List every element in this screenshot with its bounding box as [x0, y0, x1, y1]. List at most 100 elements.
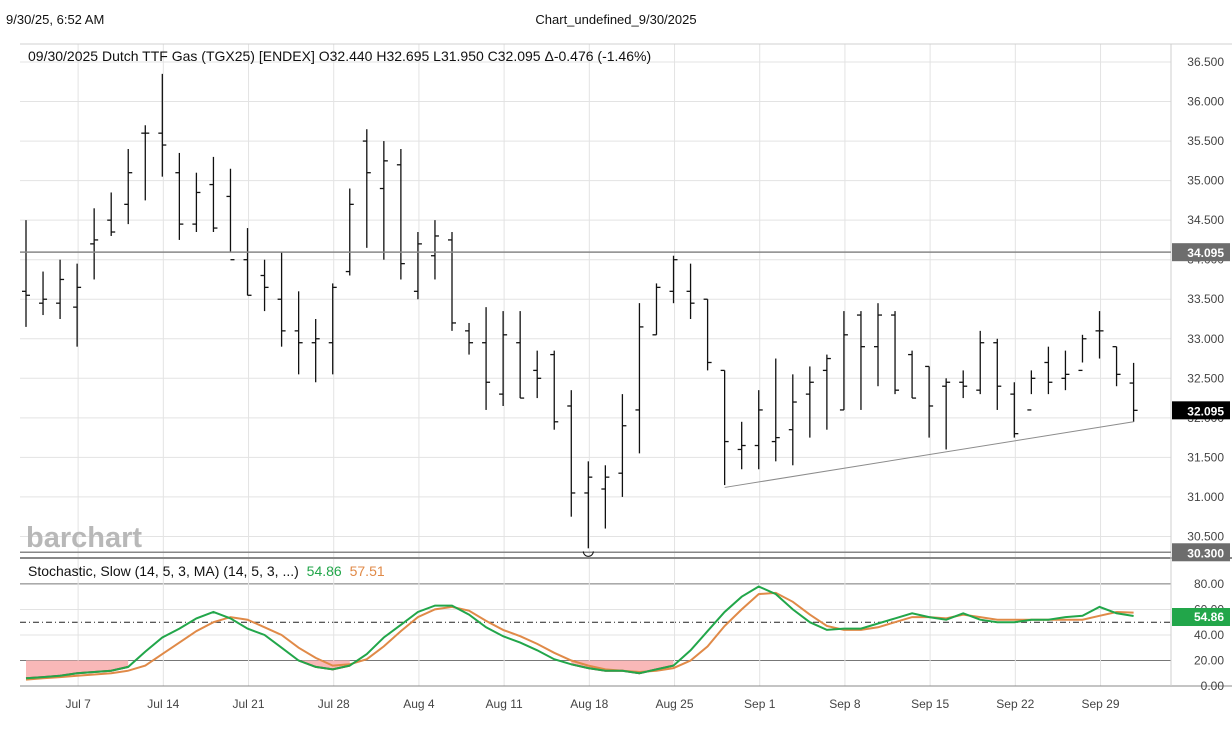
- stoch-k-badge: [1172, 608, 1230, 627]
- ohlc-bar: [1078, 334, 1087, 372]
- ohlc-bar: [533, 350, 542, 399]
- ohlc-bar: [90, 208, 99, 280]
- support-level-badge: 34.095: [1172, 243, 1230, 262]
- ohlc-bar: [942, 378, 951, 450]
- date-tick-label: Sep 1: [744, 697, 776, 711]
- last-price-badge: 32.095: [1172, 401, 1230, 420]
- date-tick-label: Aug 11: [486, 697, 523, 711]
- oversold-fill: [26, 660, 674, 679]
- ohlc-bar: [328, 283, 337, 375]
- ohlc-bar: [993, 338, 1002, 410]
- ohlc-bar: [891, 311, 900, 395]
- price-tick-label: 35.500: [1187, 134, 1224, 148]
- stoch-k-badge-text: 54.86: [1194, 610, 1224, 624]
- date-tick-label: Jul 7: [65, 697, 91, 711]
- last-price-badge-text: 32.095: [1187, 404, 1224, 418]
- price-tick-label: 32.500: [1187, 371, 1224, 385]
- grid-lines: [20, 43, 1232, 687]
- ohlc-bar: [277, 251, 286, 347]
- ohlc-bars: [22, 73, 1138, 549]
- price-tick-label: 35.000: [1187, 174, 1224, 188]
- ohlc-bar: [601, 465, 610, 529]
- stoch-tick-label: 20.00: [1194, 653, 1224, 667]
- ohlc-bar: [396, 148, 405, 280]
- ohlc-bar: [430, 220, 439, 280]
- ohlc-bar: [73, 263, 82, 347]
- ohlc-bar: [499, 311, 508, 406]
- support-level-badge-bg: [1172, 243, 1230, 262]
- price-tick-label: 31.500: [1187, 450, 1224, 464]
- ohlc-bar: [39, 271, 48, 316]
- stoch-k-value: 54.86: [307, 563, 342, 579]
- ohlc-bar: [362, 129, 371, 248]
- price-tick-label: 30.500: [1187, 529, 1224, 543]
- ohlc-bar: [448, 232, 456, 331]
- date-tick-label: Aug 25: [655, 697, 693, 711]
- timestamp-header: 9/30/25, 6:52 AM: [6, 12, 105, 27]
- ohlc-bar: [908, 350, 917, 399]
- price-legend: 09/30/2025 Dutch TTF Gas (TGX25) [ENDEX]…: [28, 48, 651, 64]
- ohlc-bar: [856, 311, 865, 410]
- ohlc-bar: [465, 322, 474, 355]
- price-tick-label: 36.000: [1187, 95, 1224, 109]
- date-tick-label: Sep 8: [829, 697, 861, 711]
- price-panel[interactable]: barchart: [20, 73, 1171, 557]
- ohlc-bar: [754, 390, 763, 470]
- date-tick-label: Aug 4: [403, 697, 435, 711]
- price-tick-label: 34.500: [1187, 213, 1224, 227]
- ohlc-bar: [737, 421, 746, 470]
- axis-badges: 34.095 30.300 32.095 54.86: [1172, 243, 1230, 627]
- ohlc-bar: [294, 291, 303, 375]
- ohlc-bar: [175, 152, 184, 240]
- ohlc-bar: [226, 168, 235, 261]
- ohlc-bar: [874, 303, 882, 387]
- ohlc-bar: [107, 192, 116, 236]
- date-tick-label: Jul 21: [233, 697, 265, 711]
- ohlc-bar: [124, 148, 133, 225]
- ohlc-bar: [311, 319, 320, 383]
- stoch-tick-label: 80.00: [1194, 577, 1224, 591]
- ohlc-bar: [1095, 311, 1104, 359]
- date-tick-label: Sep 22: [996, 697, 1034, 711]
- low-level-badge-text: 30.300: [1187, 546, 1224, 560]
- ohlc-bar: [618, 394, 627, 497]
- support-level-badge-text: 34.095: [1187, 246, 1224, 260]
- ohlc-bar: [22, 220, 30, 327]
- ohlc-bar: [345, 188, 354, 276]
- level-lines: [20, 251, 1171, 554]
- stochastic-panel[interactable]: [25, 585, 1134, 681]
- stoch-tick-label: 40.00: [1194, 628, 1224, 642]
- ohlc-bar: [925, 365, 934, 438]
- ohlc-bar: [192, 172, 201, 233]
- ohlc-bar: [976, 330, 985, 395]
- ohlc-bar: [56, 259, 65, 319]
- ohlc-bar: [686, 263, 695, 319]
- support-trendline: [724, 421, 1134, 488]
- ohlc-bar: [584, 461, 593, 549]
- date-tick-label: Aug 18: [570, 697, 608, 711]
- ohlc-bar: [413, 232, 422, 300]
- ohlc-bar: [260, 259, 269, 312]
- ohlc-bar: [669, 255, 678, 304]
- price-tick-label: 31.000: [1187, 490, 1224, 504]
- ohlc-bar: [1129, 362, 1138, 422]
- ohlc-bar: [635, 303, 644, 454]
- stochastic-legend: Stochastic, Slow (14, 5, 3, MA) (14, 5, …: [28, 563, 385, 579]
- ohlc-bar: [209, 156, 218, 233]
- date-tick-label: Jul 28: [318, 697, 350, 711]
- price-axis: 30.50031.00031.50032.00032.50033.00033.5…: [1187, 55, 1224, 693]
- ohlc-bar: [482, 307, 491, 410]
- ohlc-bar: [1061, 350, 1070, 391]
- ohlc-bar: [703, 298, 712, 371]
- stoch-tick-label: 0.00: [1201, 679, 1225, 693]
- chart-file-title: Chart_undefined_9/30/2025: [535, 12, 697, 27]
- stoch-last-badge: 54.86: [1172, 608, 1230, 627]
- date-tick-label: Sep 15: [911, 697, 949, 711]
- ohlc-bar: [652, 283, 661, 336]
- stochastic-title: Stochastic, Slow (14, 5, 3, MA) (14, 5, …: [28, 563, 385, 579]
- ohlc-bar: [1044, 346, 1053, 395]
- ohlc-bar: [720, 369, 729, 486]
- stoch-d-value: 57.51: [350, 563, 385, 579]
- date-tick-label: Jul 14: [147, 697, 179, 711]
